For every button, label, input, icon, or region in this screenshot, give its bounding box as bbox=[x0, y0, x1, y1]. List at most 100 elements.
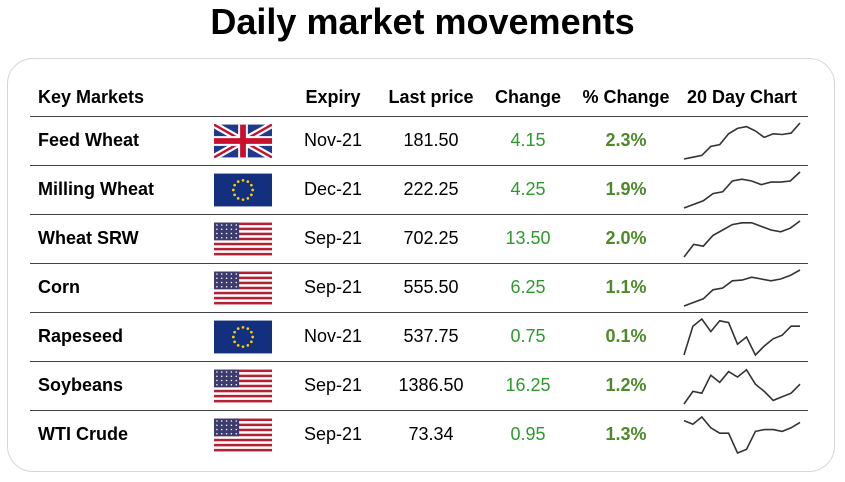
pct-change-value: 1.2% bbox=[605, 375, 647, 395]
eu-star bbox=[250, 183, 253, 187]
us-star bbox=[235, 232, 238, 234]
us-star bbox=[220, 276, 223, 279]
change-value: 16.25 bbox=[505, 375, 551, 395]
header-expiry: Expiry bbox=[305, 86, 361, 107]
us-star bbox=[230, 432, 233, 435]
us-star bbox=[230, 227, 233, 230]
us-star bbox=[216, 419, 218, 422]
market-name: Wheat SRW bbox=[38, 228, 139, 248]
us-star bbox=[235, 276, 238, 279]
eu-star bbox=[246, 179, 250, 183]
header-change: Change bbox=[494, 86, 561, 107]
market-name: Corn bbox=[38, 277, 80, 297]
us-star bbox=[216, 432, 218, 435]
sparkline-cell bbox=[680, 117, 804, 164]
sparkline-cell bbox=[680, 166, 804, 213]
change-value: 4.25 bbox=[510, 179, 546, 199]
sparkline-chart bbox=[683, 121, 801, 160]
eu-star bbox=[231, 188, 235, 191]
sparkline-line bbox=[683, 317, 800, 356]
us-stripe bbox=[214, 276, 272, 279]
us-star bbox=[235, 383, 238, 386]
last-price-value: 537.75 bbox=[403, 326, 459, 346]
us-star bbox=[225, 281, 228, 283]
us-star bbox=[230, 232, 233, 234]
expiry-value: Sep-21 bbox=[303, 375, 363, 395]
us-star bbox=[216, 428, 218, 430]
expiry-value: Dec-21 bbox=[303, 179, 363, 199]
market-name: Feed Wheat bbox=[38, 130, 140, 150]
flag-cell bbox=[212, 215, 274, 262]
last-price-value: 1386.50 bbox=[398, 375, 464, 395]
us-star bbox=[220, 379, 223, 381]
us-star bbox=[216, 223, 218, 226]
pct-change-value: 0.1% bbox=[605, 326, 647, 346]
us-star bbox=[235, 223, 238, 226]
us-stripe bbox=[214, 296, 272, 299]
expiry-value: Nov-21 bbox=[303, 326, 363, 346]
page-title: Daily market movements bbox=[210, 1, 635, 42]
expiry-value: Sep-21 bbox=[303, 277, 363, 297]
us-star bbox=[230, 276, 233, 279]
us-star bbox=[230, 285, 233, 288]
us-stripe bbox=[214, 384, 272, 387]
us-stripe bbox=[214, 271, 272, 274]
eu-star bbox=[236, 179, 240, 183]
us-star bbox=[220, 423, 223, 426]
sparkline-line bbox=[683, 219, 801, 257]
header-pct-change: % Change bbox=[582, 86, 670, 107]
sparkline-cell bbox=[680, 215, 804, 262]
us-star bbox=[225, 276, 228, 279]
change-value: 0.95 bbox=[510, 424, 546, 444]
us-star bbox=[230, 374, 233, 377]
us-stripe bbox=[214, 242, 272, 245]
eu-flag-icon bbox=[214, 173, 272, 206]
flag-cell bbox=[212, 362, 274, 409]
expiry-value: Nov-21 bbox=[303, 130, 363, 150]
last-price-value: 222.25 bbox=[403, 179, 459, 199]
us-stripe bbox=[214, 286, 272, 289]
us-star bbox=[216, 370, 218, 373]
sparkline-chart bbox=[683, 415, 801, 454]
us-star bbox=[225, 428, 228, 430]
us-star bbox=[225, 423, 228, 426]
sparkline-chart bbox=[683, 368, 801, 404]
us-star bbox=[225, 232, 228, 234]
expiry-value: Sep-21 bbox=[303, 424, 363, 444]
eu-star bbox=[241, 197, 245, 201]
flag-cell bbox=[212, 313, 274, 360]
us-star bbox=[235, 285, 238, 288]
us-star bbox=[235, 379, 238, 381]
sparkline-line bbox=[683, 268, 801, 307]
us-star bbox=[216, 232, 218, 234]
us-star bbox=[216, 227, 218, 230]
us-stripe bbox=[214, 232, 272, 235]
us-star bbox=[225, 227, 228, 230]
us-stripe bbox=[214, 399, 272, 402]
eu-star bbox=[236, 196, 240, 200]
eu-star bbox=[251, 188, 255, 191]
us-star bbox=[230, 379, 233, 381]
us-stripe bbox=[214, 443, 272, 446]
us-stripe bbox=[214, 423, 272, 426]
table-row: WTI Crude Sep-21 73.34 0.95 1.3% bbox=[30, 410, 808, 458]
us-star bbox=[225, 285, 228, 288]
us-star bbox=[220, 285, 223, 288]
us-star bbox=[216, 285, 218, 288]
market-name: Rapeseed bbox=[38, 326, 124, 346]
us-star bbox=[225, 383, 228, 386]
table-row: Wheat SRW Sep-21 702.25 13.50 2.0% bbox=[30, 214, 808, 262]
us-star bbox=[220, 232, 223, 234]
eu-star bbox=[233, 330, 236, 334]
us-stripe bbox=[214, 237, 272, 240]
us-star bbox=[225, 272, 228, 275]
us-stripe bbox=[214, 222, 272, 225]
pct-change-value: 1.3% bbox=[605, 424, 647, 444]
last-price-value: 555.50 bbox=[403, 277, 459, 297]
sparkline-chart bbox=[683, 170, 801, 209]
us-star bbox=[216, 272, 218, 275]
sparkline-cell bbox=[680, 313, 804, 360]
us-star bbox=[235, 227, 238, 230]
sparkline-cell bbox=[680, 264, 804, 311]
pct-change-value: 2.0% bbox=[605, 228, 647, 248]
